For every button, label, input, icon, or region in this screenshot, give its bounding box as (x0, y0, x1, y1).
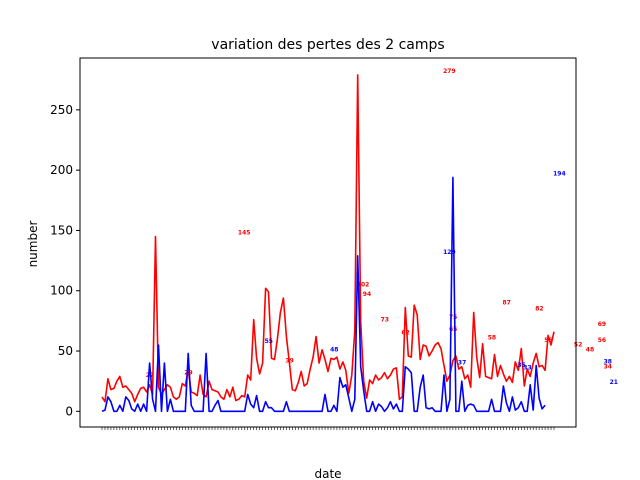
chart-title: variation des pertes des 2 camps (211, 37, 444, 53)
data-label: 73 (381, 316, 389, 323)
data-label: 33 (523, 365, 531, 372)
y-tick-label: 250 (50, 103, 73, 117)
data-label: 194 (553, 170, 566, 177)
data-label: 21 (610, 379, 618, 386)
data-label: 29 (184, 369, 192, 376)
data-label: 69 (598, 321, 606, 328)
y-tick-label: 50 (58, 344, 73, 358)
y-tick-label: 200 (50, 163, 73, 177)
data-label: 56 (598, 337, 606, 344)
data-label: 48 (330, 346, 338, 353)
series-line-0 (101, 74, 555, 403)
data-label: 37 (458, 360, 466, 367)
data-label: 52 (574, 342, 582, 349)
data-label: 102 (357, 281, 370, 288)
y-tick-label: 100 (50, 284, 73, 298)
data-label: 94 (363, 291, 371, 298)
x-axis-label: date (314, 467, 341, 480)
y-tick-label: 0 (65, 404, 73, 418)
data-label: 58 (488, 334, 496, 341)
data-label: 48 (586, 346, 594, 353)
x-axis (101, 427, 555, 430)
data-label: 145 (238, 230, 251, 237)
plot-area: 27 29145391029473622797565875882565248693… (79, 57, 618, 428)
y-tick-label: 150 (50, 223, 73, 237)
data-label: 129 (443, 249, 456, 256)
data-label: 82 (535, 305, 543, 312)
data-label: 55 (265, 338, 273, 345)
y-axis-label: number (26, 221, 40, 268)
data-label: 279 (443, 68, 456, 75)
series-line-1 (101, 176, 546, 413)
data-label: 39 (285, 357, 293, 364)
data-label: 75 (449, 314, 457, 321)
data-label: 34 (604, 363, 612, 370)
data-label: 65 (449, 326, 457, 333)
data-label: 87 (503, 299, 511, 306)
data-label: 38 (604, 359, 612, 366)
data-label: 35 (517, 362, 525, 369)
y-axis: 0 50 100 150 200 250 (50, 103, 80, 418)
data-label: 62 (401, 330, 409, 337)
data-label: 56 (544, 337, 552, 344)
